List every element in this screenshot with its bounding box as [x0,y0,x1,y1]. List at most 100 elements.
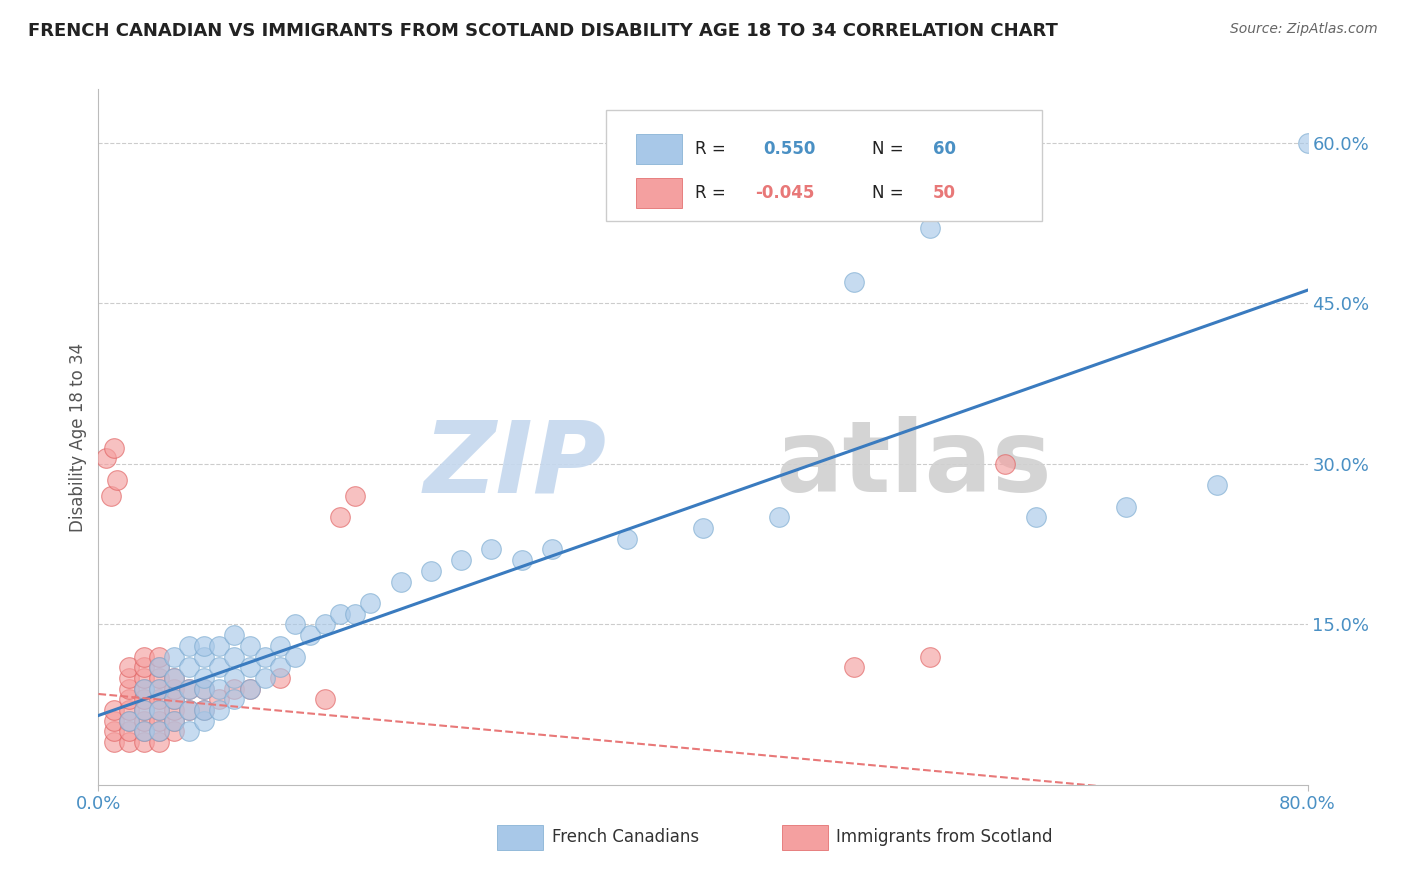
Point [163,714,186,728]
Point [208,660,231,674]
Point [163,724,186,739]
Point [105,473,128,487]
Text: Source: ZipAtlas.com: Source: ZipAtlas.com [1230,22,1378,37]
Point [1296,136,1319,150]
Point [132,703,155,717]
Text: R =: R = [695,140,731,158]
Point [132,649,155,664]
Point [148,735,170,749]
Point [163,714,186,728]
Y-axis label: Disability Age 18 to 34: Disability Age 18 to 34 [69,343,87,532]
Point [239,681,262,696]
Point [132,724,155,739]
Text: N =: N = [872,184,910,202]
Point [148,649,170,664]
Point [118,724,141,739]
Point [284,617,307,632]
Text: 50: 50 [932,184,956,202]
Bar [637,134,682,164]
Point [269,639,291,653]
Point [692,521,714,535]
Text: French Canadians: French Canadians [551,828,699,847]
Point [994,457,1017,471]
Point [208,639,231,653]
Point [253,649,276,664]
Point [1206,478,1229,492]
Point [179,681,201,696]
Point [179,660,201,674]
Point [1115,500,1137,514]
Point [224,671,246,685]
Point [224,628,246,642]
Point [193,681,215,696]
Point [420,564,443,578]
Point [239,681,262,696]
Point [239,660,262,674]
Point [1024,510,1046,524]
Text: atlas: atlas [776,417,1052,514]
Point [344,489,367,503]
Point [132,714,155,728]
Point [94,451,117,466]
Point [103,703,125,717]
Point [269,660,291,674]
Point [253,671,276,685]
Text: -0.045: -0.045 [755,184,814,202]
Text: N =: N = [872,140,910,158]
Point [314,692,336,706]
Point [389,574,412,589]
Point [208,692,231,706]
Point [148,671,170,685]
Point [179,639,201,653]
Bar [637,178,682,209]
Point [148,660,170,674]
Point [344,607,367,621]
Point [193,714,215,728]
Bar [498,824,543,850]
Point [132,724,155,739]
Point [224,692,246,706]
Point [132,735,155,749]
Point [193,649,215,664]
Point [163,692,186,706]
Point [450,553,472,567]
Point [118,671,141,685]
Bar [782,824,828,850]
Point [193,671,215,685]
Point [118,692,141,706]
Point [103,724,125,739]
Point [329,510,352,524]
Point [118,660,141,674]
Text: FRENCH CANADIAN VS IMMIGRANTS FROM SCOTLAND DISABILITY AGE 18 TO 34 CORRELATION : FRENCH CANADIAN VS IMMIGRANTS FROM SCOTL… [28,22,1057,40]
Point [132,681,155,696]
FancyBboxPatch shape [606,110,1042,221]
Point [193,681,215,696]
Point [132,703,155,717]
Point [481,542,503,557]
Point [132,671,155,685]
Point [118,714,141,728]
Point [163,681,186,696]
Point [179,703,201,717]
Point [540,542,562,557]
Point [118,735,141,749]
Point [148,692,170,706]
Point [224,649,246,664]
Point [179,681,201,696]
Point [163,671,186,685]
Point [208,681,231,696]
Point [360,596,382,610]
Point [193,639,215,653]
Text: 60: 60 [932,140,956,158]
Point [148,660,170,674]
Point [148,681,170,696]
Point [148,681,170,696]
Point [329,607,352,621]
Point [224,681,246,696]
Point [314,617,336,632]
Point [768,510,790,524]
Point [118,681,141,696]
Text: 0.550: 0.550 [763,140,815,158]
Point [132,681,155,696]
Point [844,275,866,289]
